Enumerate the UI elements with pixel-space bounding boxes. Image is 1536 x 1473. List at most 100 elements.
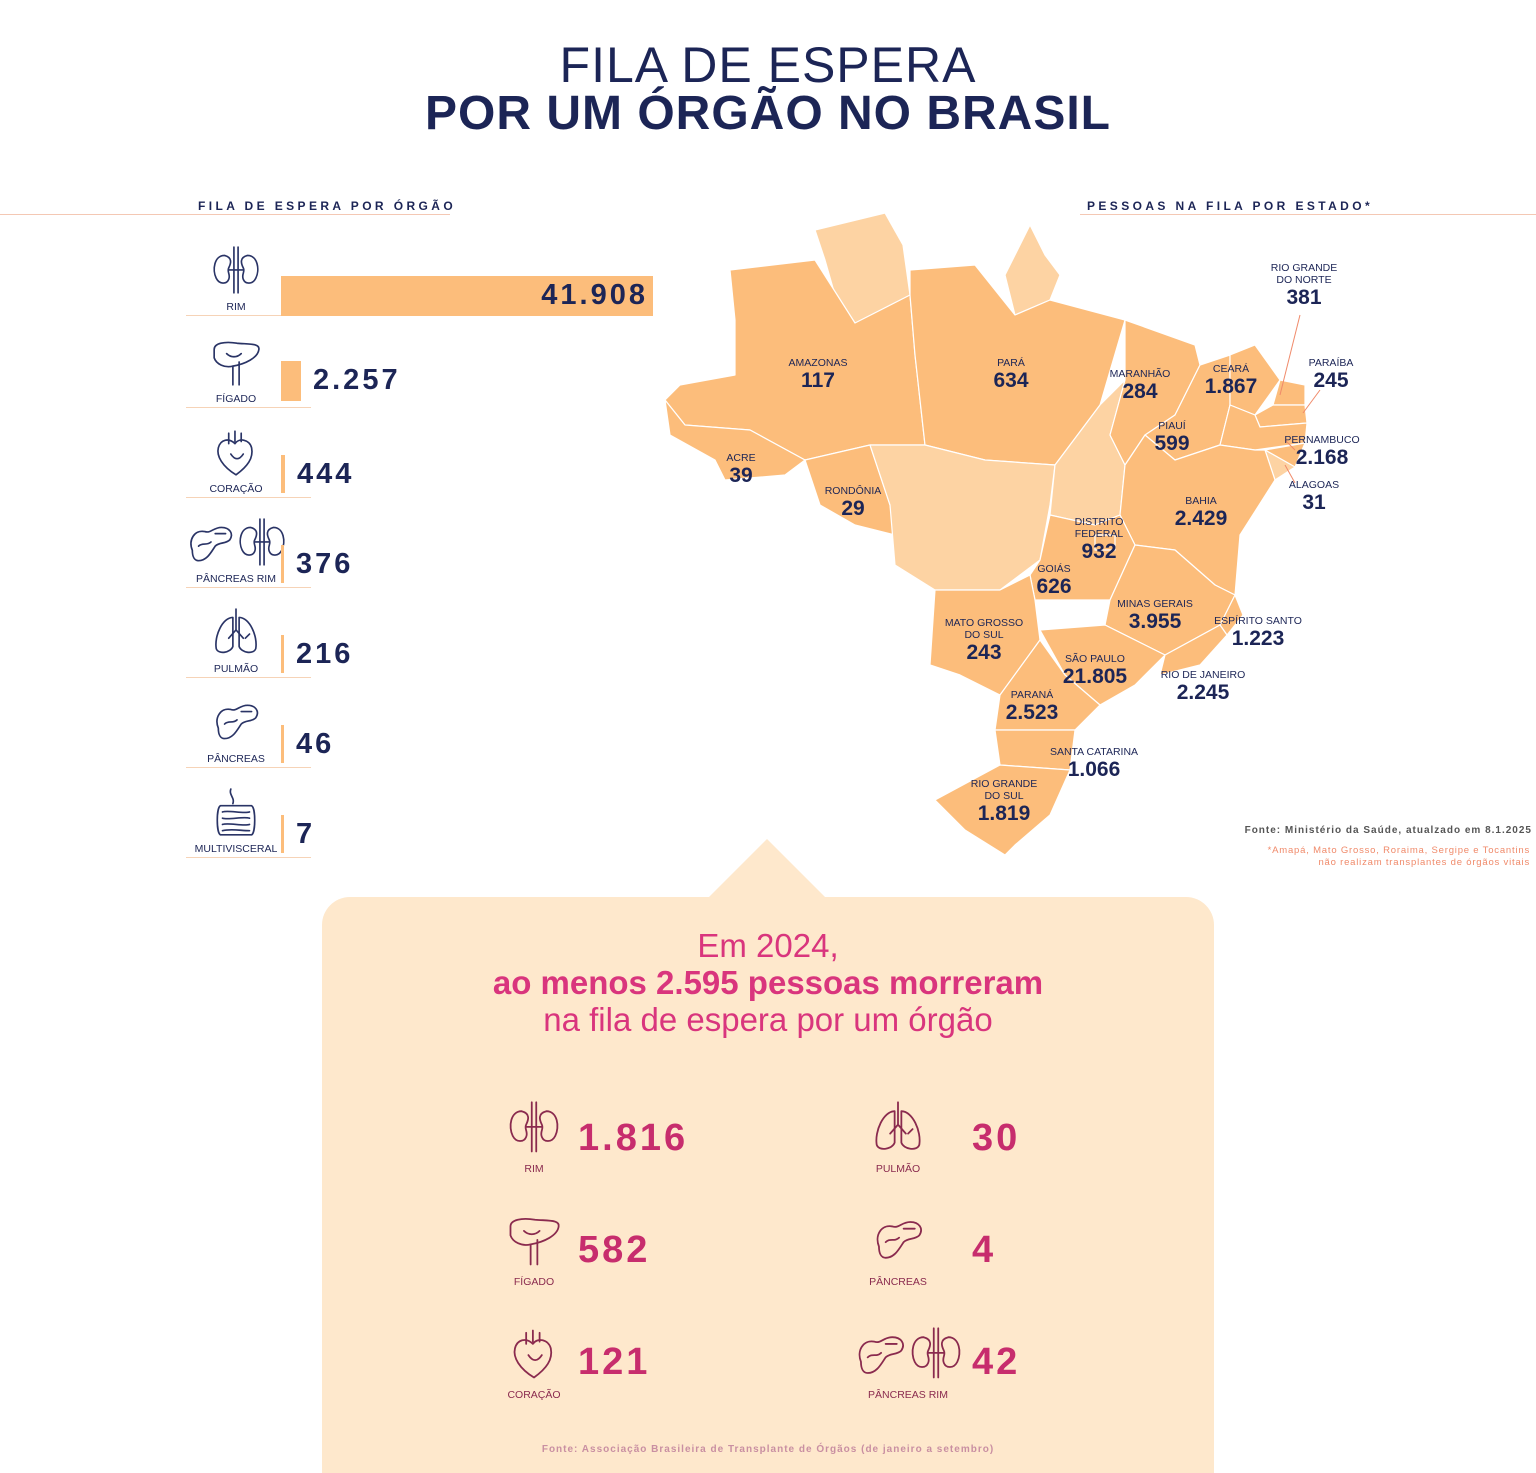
state-name: MATO GROSSO DO SUL xyxy=(944,617,1024,641)
intestine-icon xyxy=(210,787,262,844)
leader-line-pb xyxy=(1302,389,1321,414)
pancreas-icon xyxy=(870,1213,926,1274)
state-label: RIO GRANDE DO SUL 1.819 xyxy=(934,778,1074,826)
state-shape-para xyxy=(909,264,1126,466)
state-label: RIO GRANDE DO NORTE 381 xyxy=(1234,262,1374,310)
state-label: CEARÁ 1.867 xyxy=(1161,363,1301,399)
organ-bar xyxy=(281,276,653,316)
state-name: ACRE xyxy=(726,452,756,464)
state-name: MARANHÃO xyxy=(1109,368,1171,380)
liver-icon xyxy=(506,1213,562,1274)
panel-heading-line3: na fila de espera por um órgão xyxy=(543,1001,993,1038)
pancreas-kidney-icon xyxy=(184,517,288,574)
state-name: PIAUÍ xyxy=(1158,420,1186,432)
state-value: 3.955 xyxy=(1128,610,1182,633)
panel-source: Fonte: Associação Brasileira de Transpla… xyxy=(541,1444,995,1455)
organ-bar xyxy=(281,545,284,583)
organ-bar-value: 46 xyxy=(296,728,335,760)
state-label: MINAS GERAIS 3.955 xyxy=(1085,598,1225,634)
state-name: RIO DE JANEIRO xyxy=(1160,669,1246,681)
organ-bar-value: 376 xyxy=(296,548,354,580)
state-name: SÃO PAULO xyxy=(1065,653,1125,665)
state-value: 932 xyxy=(1081,540,1117,563)
state-label: GOIÁS 626 xyxy=(984,563,1124,599)
state-name: ESPÍRITO SANTO xyxy=(1214,615,1302,627)
state-label: MARANHÃO 284 xyxy=(1070,368,1210,404)
state-label: RIO DE JANEIRO 2.245 xyxy=(1133,669,1273,705)
organ-bar-value: 444 xyxy=(297,458,355,490)
state-value: 1.819 xyxy=(977,802,1031,825)
state-label: PERNAMBUCO 2.168 xyxy=(1252,434,1392,470)
state-name: PARÁ xyxy=(997,357,1025,369)
state-value: 2.245 xyxy=(1176,681,1230,704)
organ-label: PULMÃO xyxy=(213,663,259,675)
organ-bar xyxy=(281,455,285,493)
organ-bar xyxy=(281,725,284,763)
heart-icon xyxy=(506,1326,562,1387)
state-value: 1.223 xyxy=(1231,627,1285,650)
state-label: PARANÁ 2.523 xyxy=(962,689,1102,725)
death-count: 121 xyxy=(578,1341,651,1383)
organ-underline xyxy=(186,315,311,316)
heart-icon xyxy=(210,427,262,484)
state-name: MINAS GERAIS xyxy=(1117,598,1193,610)
panel-heading-line2: ao menos 2.595 pessoas morreram xyxy=(492,964,1044,1001)
state-value: 31 xyxy=(1302,491,1326,514)
death-count: 1.816 xyxy=(578,1117,689,1159)
state-value: 117 xyxy=(801,369,835,392)
state-label: DISTRITO FEDERAL 932 xyxy=(1029,516,1169,564)
map-footnote-line1: *Amapá, Mato Grosso, Roraima, Sergipe e … xyxy=(1267,845,1530,856)
state-name: PARAÍBA xyxy=(1308,357,1354,369)
organ-label: FÍGADO xyxy=(215,393,257,405)
page-title-line2: POR UM ÓRGÃO NO BRASIL xyxy=(424,87,1111,140)
state-name: RONDÔNIA xyxy=(824,485,882,497)
state-name: GOIÁS xyxy=(1037,563,1071,575)
death-organ-label: PÂNCREAS xyxy=(869,1276,927,1288)
death-organ-label: FÍGADO xyxy=(513,1276,555,1288)
state-label: SÃO PAULO 21.805 xyxy=(1025,653,1165,689)
organ-label: PÂNCREAS RIM xyxy=(196,573,276,585)
organ-label: CORAÇÃO xyxy=(209,483,263,495)
organ-label: PÂNCREAS xyxy=(207,753,265,765)
state-shape-acre xyxy=(664,399,806,481)
map-source: Fonte: Ministério da Saúde, atualzado em… xyxy=(1244,825,1532,836)
state-value: 2.523 xyxy=(1005,701,1059,724)
state-shape-rio-grande-do-sul xyxy=(934,764,1071,856)
panel-pointer xyxy=(707,839,827,899)
state-name: SANTA CATARINA xyxy=(1049,746,1139,758)
state-value: 29 xyxy=(841,497,865,520)
organ-underline xyxy=(186,767,311,768)
organ-underline xyxy=(186,857,311,858)
panel-heading-line1: Em 2024, xyxy=(697,927,839,964)
death-organ-label: CORAÇÃO xyxy=(507,1389,561,1401)
state-name: BAHIA xyxy=(1185,495,1217,507)
state-name: ALAGOAS xyxy=(1288,479,1340,491)
page-title-line1: FILA DE ESPERA xyxy=(559,37,977,93)
state-name: CEARÁ xyxy=(1212,363,1250,375)
organ-underline xyxy=(186,677,311,678)
state-value: 2.429 xyxy=(1174,507,1228,530)
state-value: 21.805 xyxy=(1062,665,1128,688)
state-label: AMAZONAS 117 xyxy=(748,357,888,393)
organ-bar-value: 7 xyxy=(296,818,316,850)
state-value: 599 xyxy=(1154,432,1190,455)
leader-line-al xyxy=(1284,464,1296,484)
deaths-panel xyxy=(322,897,1214,1473)
brazil-map xyxy=(664,212,1321,856)
state-label: RONDÔNIA 29 xyxy=(783,485,923,521)
state-map-title: PESSOAS NA FILA POR ESTADO* xyxy=(1087,199,1374,213)
death-organ-label: RIM xyxy=(524,1163,544,1175)
state-label: PARAÍBA 245 xyxy=(1261,357,1401,393)
organ-underline xyxy=(186,497,311,498)
organ-bar xyxy=(281,815,284,853)
state-value: 381 xyxy=(1286,286,1322,309)
state-label: ALAGOAS 31 xyxy=(1244,479,1384,515)
organ-bar xyxy=(281,361,301,401)
organ-chart-title: FILA DE ESPERA POR ÓRGÃO xyxy=(198,199,457,213)
state-value: 626 xyxy=(1036,575,1072,598)
kidney-icon xyxy=(210,245,262,302)
state-value: 1.066 xyxy=(1067,758,1121,781)
state-name: DISTRITO FEDERAL xyxy=(1074,516,1124,540)
state-name: PARANÁ xyxy=(1010,689,1054,701)
leader-line-pe xyxy=(1284,439,1296,451)
